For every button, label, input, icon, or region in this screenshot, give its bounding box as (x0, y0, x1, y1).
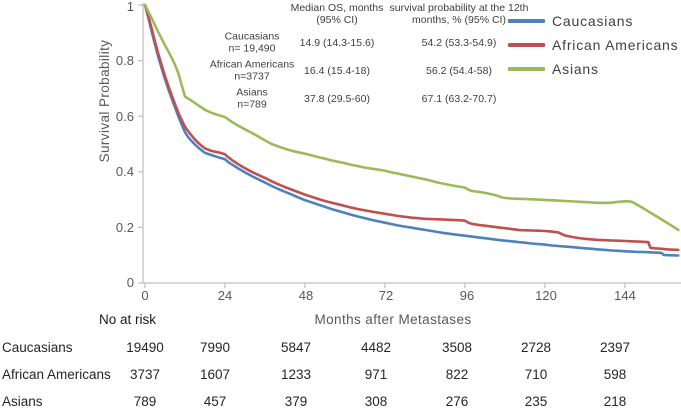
risk-cell: 379 (284, 394, 308, 408)
surv12-value: 67.1 (63.2-70.7) (421, 92, 497, 105)
stats-header-median-os: Median OS, months (95% CI) (290, 2, 384, 27)
legend-line-caucasians (508, 19, 545, 23)
risk-cell: 971 (364, 367, 388, 382)
stats-header-12mo-survival: survival probability at the 12th months,… (389, 2, 529, 27)
legend-item-african-americans: African Americans (508, 37, 678, 53)
axis-tick-marks (138, 4, 626, 288)
x-tick-48: 48 (298, 288, 314, 303)
risk-cell: 19490 (126, 340, 164, 355)
risk-row-label-asians: Asians (2, 394, 43, 408)
risk-cell: 235 (524, 394, 548, 408)
legend-label: Asians (552, 61, 599, 77)
group-name: Caucasians (224, 30, 280, 43)
survival-plot-canvas (138, 3, 681, 288)
risk-cell: 822 (445, 367, 469, 382)
x-tick-24: 24 (217, 288, 233, 303)
stats-group-label: African Americans n=3737 (196, 59, 308, 84)
risk-cell: 457 (203, 394, 227, 408)
legend-label: Caucasians (552, 13, 634, 29)
risk-cell: 4482 (360, 340, 392, 355)
x-axis-title: Months after Metastases (314, 312, 472, 327)
risk-cell: 308 (364, 394, 388, 408)
surv12-value: 56.2 (54.4-58) (426, 64, 492, 77)
risk-cell: 7990 (199, 340, 231, 355)
risk-cell: 2397 (599, 340, 631, 355)
median-os-value: 14.9 (14.3-15.6) (299, 36, 375, 49)
stats-group-label: Caucasians n= 19,490 (196, 31, 308, 56)
risk-cell: 218 (603, 394, 627, 408)
group-n: n=3737 (234, 71, 270, 83)
y-tick-0.4: 0.4 (115, 164, 134, 179)
group-name: Asians (236, 86, 268, 99)
group-name: African Americans (209, 58, 295, 71)
x-tick-120: 120 (535, 288, 557, 303)
median-os-value: 16.4 (15.4-18) (304, 64, 370, 77)
surv12-value: 54.2 (53.3-54.9) (421, 36, 497, 49)
legend-item-caucasians: Caucasians (508, 13, 633, 29)
curve-asians (143, 3, 680, 232)
risk-cell: 1233 (280, 367, 312, 382)
median-os-value: 37.8 (29.5-60) (304, 92, 370, 105)
risk-row-label-caucasians: Caucasians (2, 340, 73, 355)
risk-cell: 3737 (129, 367, 161, 382)
stats-group-label: Asians n=789 (196, 87, 308, 112)
risk-cell: 598 (603, 367, 627, 382)
y-axis-title: Survival Probability (97, 39, 112, 163)
y-tick-0.2: 0.2 (115, 220, 134, 235)
group-n: n= 19,490 (228, 43, 276, 55)
x-tick-144: 144 (614, 288, 636, 303)
survival-curves (143, 3, 680, 257)
risk-table-title: No at risk (99, 312, 157, 327)
y-tick-0.6: 0.6 (115, 109, 134, 124)
legend-line-african-americans (508, 43, 545, 47)
risk-cell: 276 (445, 394, 469, 408)
x-tick-0: 0 (141, 288, 149, 303)
risk-cell: 2728 (520, 340, 552, 355)
stats-row-african-americans: African Americans n=3737 16.4 (15.4-18) … (196, 57, 546, 85)
x-tick-72: 72 (378, 288, 394, 303)
risk-cell: 710 (524, 367, 548, 382)
risk-cell: 789 (133, 394, 157, 408)
x-tick-96: 96 (459, 288, 475, 303)
legend-label: African Americans (552, 37, 679, 53)
legend-line-asians (508, 67, 545, 71)
stats-row-caucasians: Caucasians n= 19,490 14.9 (14.3-15.6) 54… (196, 29, 546, 57)
y-tick-1: 1 (126, 0, 134, 14)
curve-caucasians (143, 3, 680, 257)
risk-cell: 1607 (199, 367, 231, 382)
legend-item-asians: Asians (508, 61, 599, 77)
risk-cell: 5847 (280, 340, 312, 355)
group-n: n=789 (237, 99, 267, 111)
risk-row-label-african-americans: African Americans (2, 367, 111, 382)
risk-cell: 3508 (441, 340, 473, 355)
stats-row-asians: Asians n=789 37.8 (29.5-60) 67.1 (63.2-7… (196, 85, 546, 113)
y-tick-0.8: 0.8 (115, 53, 134, 68)
y-tick-0: 0 (126, 275, 134, 290)
curve-african-americans (143, 3, 680, 252)
